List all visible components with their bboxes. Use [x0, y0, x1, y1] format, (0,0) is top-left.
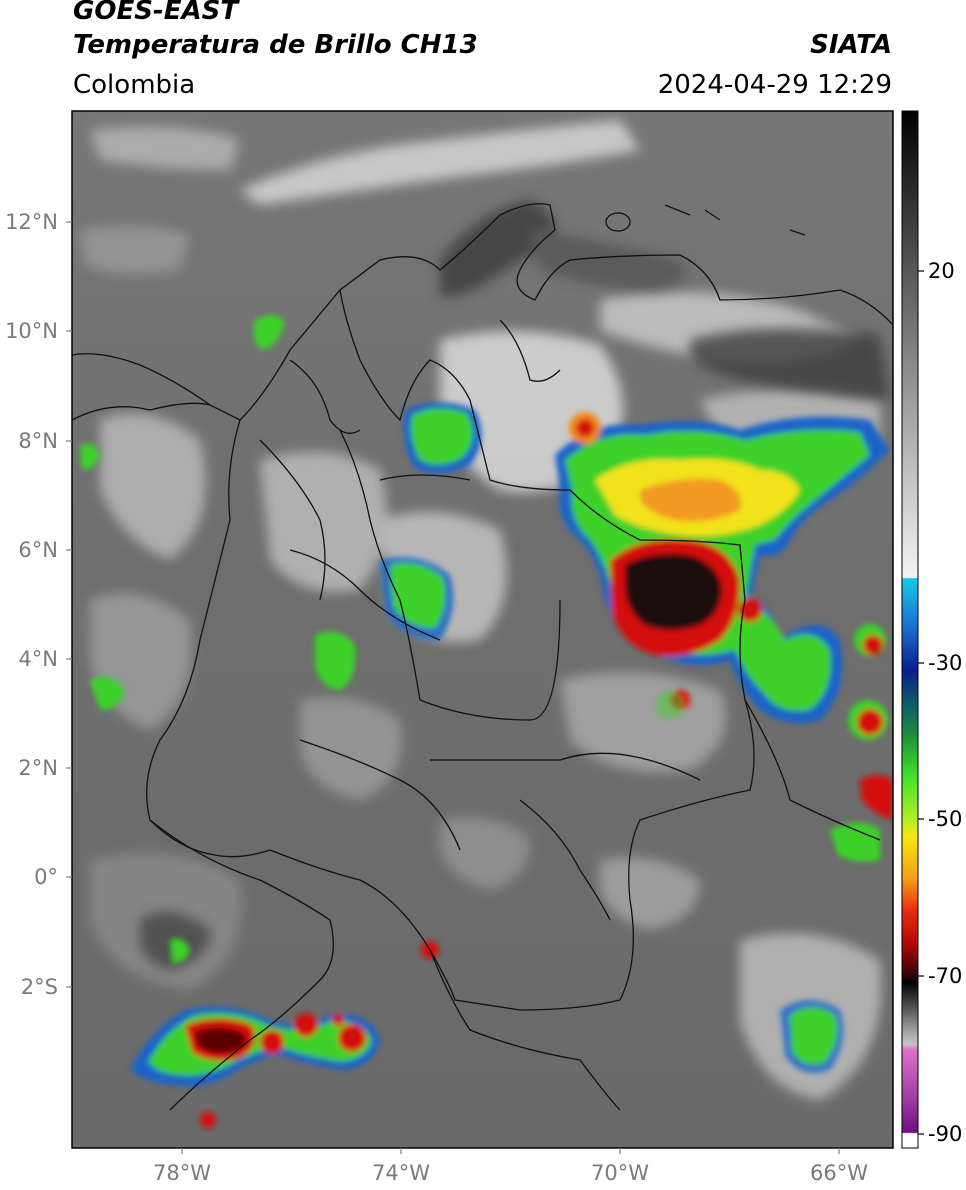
lat-label-4n: 4°N [18, 647, 58, 671]
lat-label-2n: 2°N [18, 756, 58, 780]
product-title: Temperatura de Brillo CH13 [73, 30, 478, 60]
satellite-title: GOES-EAST [73, 0, 239, 26]
lat-label-10n: 10°N [5, 319, 58, 343]
imagery [72, 111, 893, 1148]
colorbar: 20 -30 -50 -70 -90 [901, 110, 962, 1149]
lon-label-74w: 74°W [372, 1161, 430, 1185]
colorbar-tick-minus70: -70 [928, 964, 962, 988]
lat-label-0: 0° [34, 865, 58, 889]
colorbar-tick-20: 20 [928, 259, 955, 283]
timestamp-label: 2024-04-29 12:29 [657, 70, 892, 100]
lon-label-78w: 78°W [153, 1161, 211, 1185]
map-frame [71, 110, 894, 1149]
colorbar-tick-minus30: -30 [928, 651, 962, 675]
warm-land-areas [140, 200, 890, 970]
brand-label: SIATA [810, 30, 892, 60]
lat-label-6n: 6°N [18, 538, 58, 562]
lon-label-70w: 70°W [591, 1161, 649, 1185]
political-borders [72, 203, 893, 1111]
lon-axis: 78°W 74°W 70°W 66°W [153, 1148, 868, 1185]
lon-label-66w: 66°W [810, 1161, 868, 1185]
lat-label-2s: 2°S [21, 975, 58, 999]
colorbar-tick-minus50: -50 [928, 807, 962, 831]
lat-label-12n: 12°N [5, 210, 58, 234]
lat-label-8n: 8°N [18, 429, 58, 453]
region-label: Colombia [73, 70, 196, 100]
colorbar-tick-minus90: -90 [928, 1122, 962, 1146]
lat-axis: 12°N 10°N 8°N 6°N 4°N 2°N 0° 2°S [5, 210, 72, 999]
